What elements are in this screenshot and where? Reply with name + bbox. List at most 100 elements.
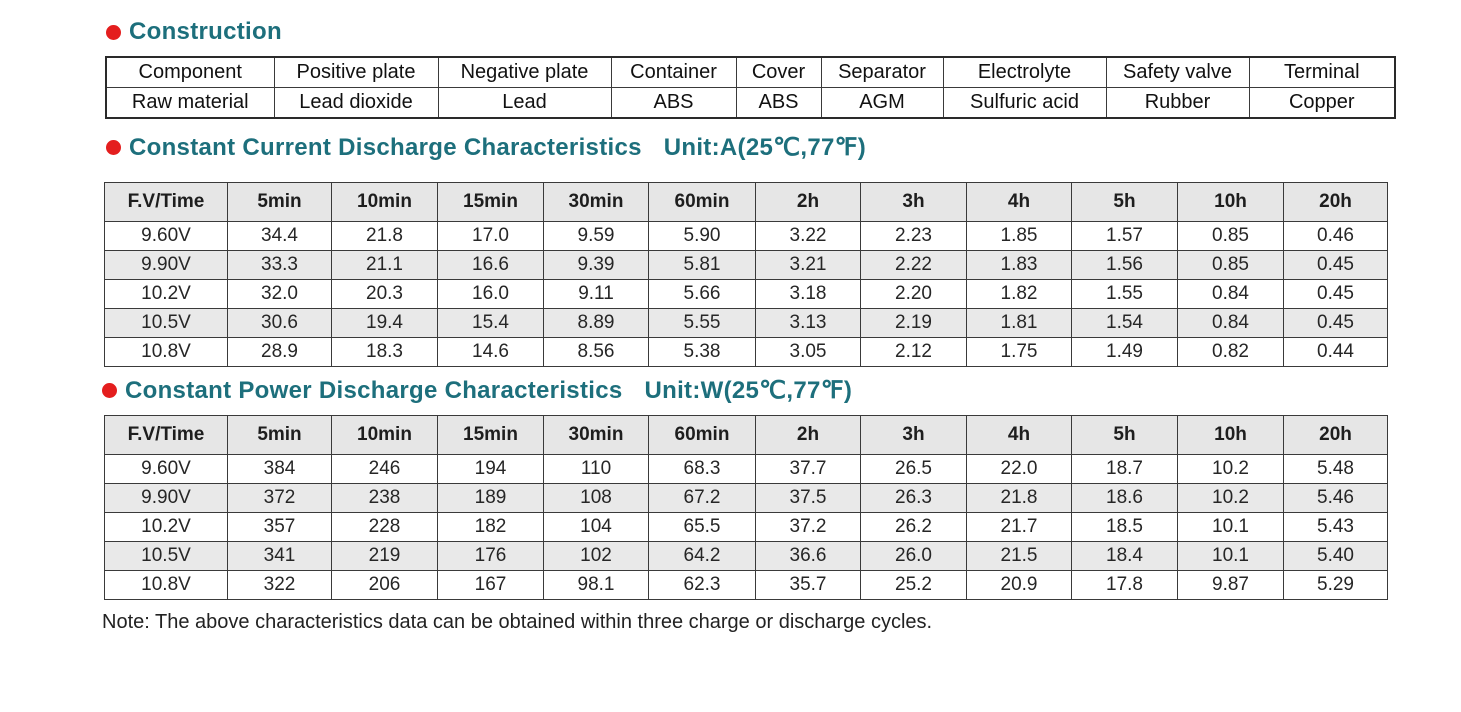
value-cell: 5.40 [1283,541,1388,571]
value-cell: 68.3 [648,454,756,484]
value-cell: 104 [543,512,649,542]
column-header: 10min [331,415,438,455]
column-header: 15min [437,182,544,222]
value-cell: 5.43 [1283,512,1388,542]
value-cell: 1.83 [966,250,1072,280]
column-header: 4h [966,182,1072,222]
value-cell: 19.4 [331,308,438,338]
column-header: 3h [860,415,967,455]
column-header: 4h [966,415,1072,455]
value-cell: 8.89 [543,308,649,338]
voltage-cell: 10.2V [104,512,228,542]
value-cell: 2.22 [860,250,967,280]
value-cell: 18.4 [1071,541,1178,571]
voltage-cell: 9.60V [104,221,228,251]
constant-power-title: Constant Power Discharge Characteristics… [102,376,852,405]
value-cell: 341 [227,541,332,571]
value-cell: 28.9 [227,337,332,367]
value-cell: 9.39 [543,250,649,280]
value-cell: 64.2 [648,541,756,571]
column-header: 3h [860,182,967,222]
value-cell: 33.3 [227,250,332,280]
value-cell: 21.7 [966,512,1072,542]
value-cell: 10.2 [1177,483,1284,513]
value-cell: 32.0 [227,279,332,309]
value-cell: 21.1 [331,250,438,280]
value-cell: 18.3 [331,337,438,367]
value-cell: 238 [331,483,438,513]
construction-title: Construction [106,18,282,46]
value-cell: 5.46 [1283,483,1388,513]
value-cell: 5.29 [1283,570,1388,600]
value-cell: 0.45 [1283,279,1388,309]
value-cell: 26.3 [860,483,967,513]
value-cell: 1.56 [1071,250,1178,280]
construction-header-row: Component Positive plate Negative plate … [105,56,1396,88]
value-cell: 372 [227,483,332,513]
value-cell: 26.0 [860,541,967,571]
table-row: 9.90V 372 238 189 108 67.2 37.5 26.3 21.8 18.6 10.… [104,483,1388,513]
table-cell: Raw material [105,87,275,119]
voltage-cell: 10.8V [104,337,228,367]
value-cell: 246 [331,454,438,484]
value-cell: 2.12 [860,337,967,367]
value-cell: 18.6 [1071,483,1178,513]
value-cell: 182 [437,512,544,542]
value-cell: 1.75 [966,337,1072,367]
red-bullet-icon [106,140,121,155]
column-header: 10h [1177,415,1284,455]
value-cell: 189 [437,483,544,513]
table-cell: Lead [437,87,612,119]
value-cell: 108 [543,483,649,513]
column-header: 60min [648,415,756,455]
value-cell: 37.5 [755,483,861,513]
value-cell: 20.9 [966,570,1072,600]
value-cell: 3.21 [755,250,861,280]
table-cell: Electrolyte [942,56,1107,88]
table-row: 10.5V 30.6 19.4 15.4 8.89 5.55 3.13 2.19 1.81 1.5… [104,308,1388,338]
value-cell: 322 [227,570,332,600]
value-cell: 0.45 [1283,308,1388,338]
column-header: 10min [331,182,438,222]
value-cell: 1.55 [1071,279,1178,309]
table-row: 10.8V 28.9 18.3 14.6 8.56 5.38 3.05 2.12 1.75 1.4… [104,337,1388,367]
table-cell: Rubber [1105,87,1250,119]
table-row: 10.8V 322 206 167 98.1 62.3 35.7 25.2 20.9 17.8 9.… [104,570,1388,600]
column-header: 30min [543,415,649,455]
value-cell: 9.11 [543,279,649,309]
table-cell: ABS [735,87,822,119]
construction-material-row: Raw material Lead dioxide Lead ABS ABS A… [105,87,1396,119]
table-cell: ABS [610,87,737,119]
table-row: 9.90V 33.3 21.1 16.6 9.39 5.81 3.21 2.22 1.83 1.5… [104,250,1388,280]
value-cell: 167 [437,570,544,600]
value-cell: 5.90 [648,221,756,251]
column-header: 5min [227,415,332,455]
value-cell: 5.55 [648,308,756,338]
table-row: 10.2V 357 228 182 104 65.5 37.2 26.2 21.7 18.5 10.… [104,512,1388,542]
table-cell: Sulfuric acid [942,87,1107,119]
voltage-cell: 10.8V [104,570,228,600]
value-cell: 228 [331,512,438,542]
value-cell: 2.23 [860,221,967,251]
column-header: 15min [437,415,544,455]
value-cell: 5.66 [648,279,756,309]
column-header: 20h [1283,415,1388,455]
column-header: 30min [543,182,649,222]
value-cell: 3.18 [755,279,861,309]
voltage-cell: 9.90V [104,483,228,513]
value-cell: 110 [543,454,649,484]
value-cell: 1.81 [966,308,1072,338]
value-cell: 0.44 [1283,337,1388,367]
table-cell: Cover [735,56,822,88]
table-cell: Safety valve [1105,56,1250,88]
value-cell: 3.13 [755,308,861,338]
column-header: 5min [227,182,332,222]
value-cell: 0.84 [1177,279,1284,309]
value-cell: 0.82 [1177,337,1284,367]
value-cell: 21.5 [966,541,1072,571]
constant-current-title-text: Constant Current Discharge Characteristi… [129,133,642,161]
value-cell: 21.8 [966,483,1072,513]
construction-title-text: Construction [129,18,282,45]
table-cell: Container [610,56,737,88]
construction-table: Component Positive plate Negative plate … [105,56,1396,119]
